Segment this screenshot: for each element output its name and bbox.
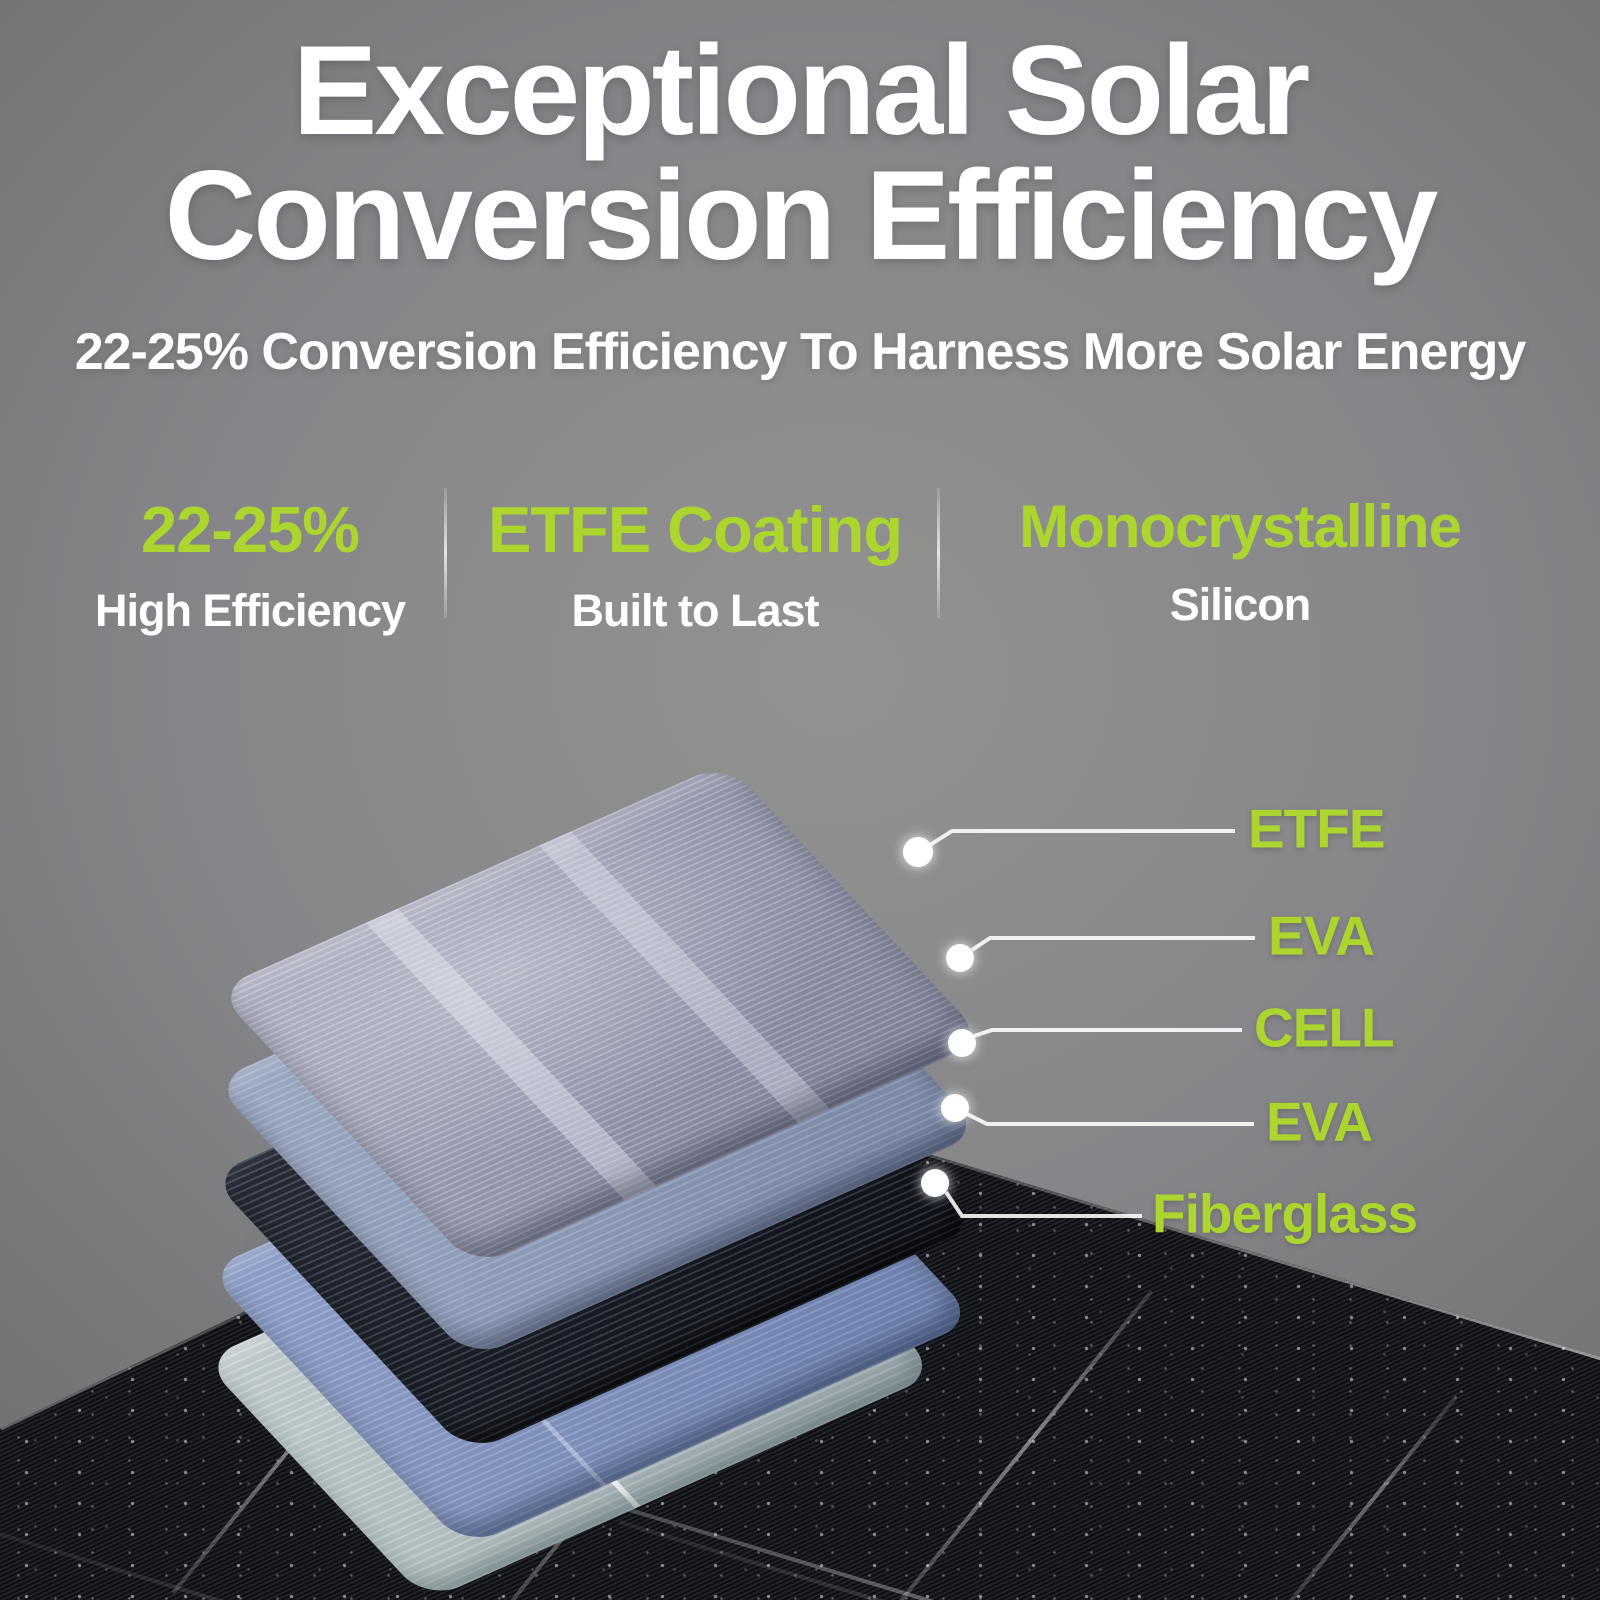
panel-gridline	[618, 1520, 1600, 1600]
leader-line-cell	[973, 1028, 1242, 1038]
stat-label: Built to Last	[571, 585, 820, 636]
stat-monocrystalline: Monocrystalline Silicon	[945, 492, 1535, 631]
stat-value: ETFE Coating	[487, 493, 903, 566]
stat-label: High Efficiency	[94, 585, 406, 636]
stat-divider	[444, 488, 447, 618]
layer-label-eva-top: EVA	[1268, 904, 1375, 967]
layer-label-fiberglass: Fiberglass	[1152, 1182, 1418, 1245]
layer-label-etfe: ETFE	[1248, 797, 1386, 860]
stat-value: 22-25%	[140, 493, 360, 566]
layer-label-eva-bottom: EVA	[1266, 1090, 1373, 1153]
leader-dot-eva-top	[946, 944, 974, 972]
leader-dot-etfe	[903, 837, 933, 867]
leader-line-eva-bottom	[966, 1112, 1254, 1126]
page-title: Exceptional Solar Conversion Efficiency	[0, 19, 1600, 286]
stat-high-efficiency: 22-25% High Efficiency	[55, 492, 445, 637]
leader-line-eva-top	[970, 936, 1255, 952]
leader-line-etfe	[928, 829, 1235, 847]
stat-value: Monocrystalline	[1019, 493, 1462, 560]
stat-etfe-coating: ETFE Coating Built to Last	[455, 492, 935, 637]
stat-label: Silicon	[1169, 579, 1312, 630]
page-title-line1: Exceptional Solar	[292, 19, 1311, 161]
panel-gridline	[1266, 1395, 1459, 1600]
stat-divider	[937, 488, 940, 618]
layer-label-cell: CELL	[1254, 996, 1395, 1059]
page-subtitle: 22-25% Conversion Efficiency To Harness …	[74, 323, 1527, 381]
page-title-line2: Conversion Efficiency	[164, 144, 1439, 286]
